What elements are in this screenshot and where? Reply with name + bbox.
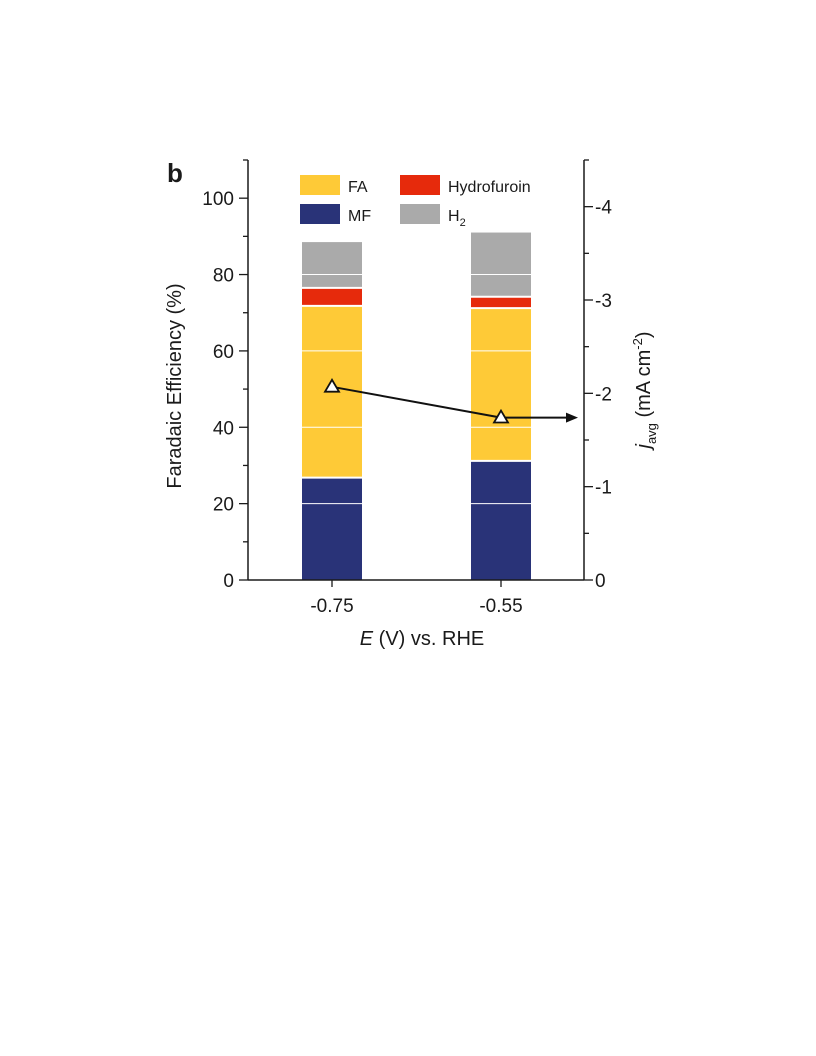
left-tick-label: 60 <box>213 342 234 363</box>
legend-label-hydrofuroin: Hydrofuroin <box>448 179 531 196</box>
right-axis-arrowhead <box>566 412 578 423</box>
bar-mf-0 <box>302 477 362 580</box>
right-tick-label: -3 <box>595 291 612 312</box>
right-tick-label: -4 <box>595 198 612 219</box>
right-tick-label: 0 <box>595 571 606 592</box>
y2-axis-title-sub: avg <box>644 423 659 444</box>
left-tick-label: 20 <box>213 495 234 516</box>
legend-swatch-fa <box>300 175 340 195</box>
bar-fa-1 <box>471 308 531 461</box>
x-axis-title: E (V) vs. RHE <box>360 628 484 650</box>
current-marker-0 <box>323 378 341 393</box>
legend-label-mf: MF <box>348 208 371 225</box>
y2-axis-title-close: ) <box>633 332 655 339</box>
legend-label-h2: H2 <box>448 208 466 229</box>
x-tick-label: -0.55 <box>479 596 522 617</box>
y-axis-title: Faradaic Efficiency (%) <box>164 283 186 488</box>
left-tick-label: 40 <box>213 418 234 439</box>
right-tick-label: -1 <box>595 478 612 499</box>
legend-label-fa: FA <box>348 179 368 196</box>
bar-mf-1 <box>471 460 531 580</box>
panel-label: b <box>167 158 183 188</box>
bar-hydrofuroin-0 <box>302 287 362 306</box>
bar-h2-1 <box>471 232 531 297</box>
left-ticks-group: 0 20 40 60 80 100 <box>202 159 248 592</box>
x-tick-label: -0.75 <box>310 596 353 617</box>
left-tick-label: 80 <box>213 266 234 287</box>
x-ticks-group: -0.75 -0.55 <box>310 580 523 617</box>
bar-hydrofuroin-1 <box>471 296 531 309</box>
legend-swatch-hydrofuroin <box>400 175 440 195</box>
right-ticks-group: 0 -1 -2 -3 -4 <box>584 159 612 592</box>
legend-swatch-mf <box>300 204 340 224</box>
current-marker-1 <box>492 408 510 424</box>
right-tick-label: -2 <box>595 384 612 405</box>
legend: FA Hydrofuroin MF H2 <box>300 175 531 229</box>
y2-axis-title-sup: -2 <box>630 338 645 350</box>
axes-group <box>247 160 585 581</box>
current-line-group <box>323 378 578 424</box>
x-axis-title-rest: (V) vs. RHE <box>373 628 484 650</box>
y2-axis-title-unit: (mA cm <box>633 350 655 423</box>
x-axis-title-italic: E <box>360 628 374 650</box>
y2-axis-title-main: j <box>633 444 655 452</box>
bar-dividers-group <box>302 274 531 505</box>
bar-h2-0 <box>302 242 362 288</box>
current-line <box>331 385 502 419</box>
y2-axis-title: javg (mA cm-2) <box>630 332 659 452</box>
left-tick-label: 0 <box>223 571 234 592</box>
legend-swatch-h2 <box>400 204 440 224</box>
left-tick-label: 100 <box>202 189 234 210</box>
